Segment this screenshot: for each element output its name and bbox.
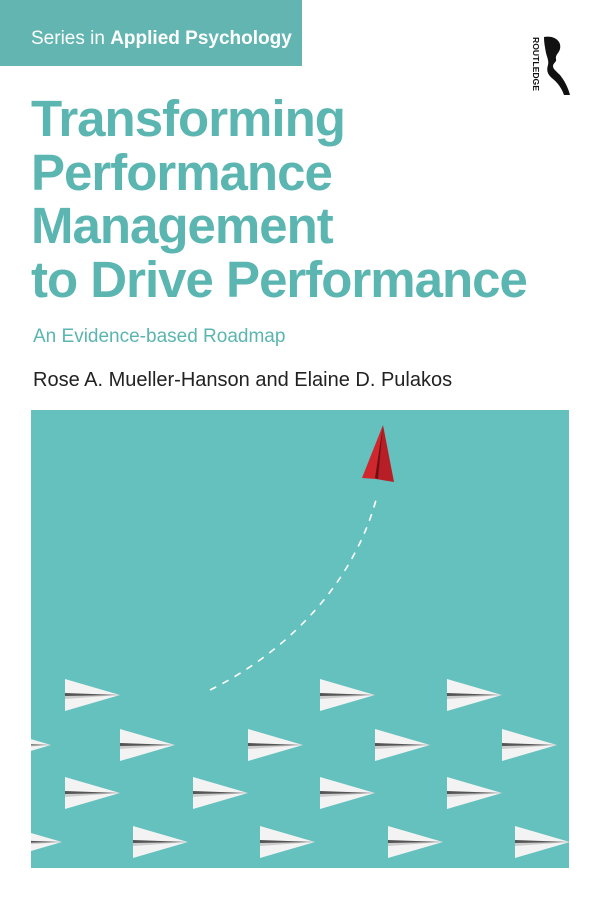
routledge-logo-icon: ROUTLEDGE	[531, 36, 570, 95]
white-paper-plane-icon	[502, 729, 557, 761]
white-paper-plane-icon	[320, 679, 375, 711]
white-paper-plane-icon	[447, 777, 502, 809]
svg-text:ROUTLEDGE: ROUTLEDGE	[531, 37, 541, 91]
cover-illustration	[31, 410, 569, 868]
title-line: Management	[31, 197, 334, 254]
white-paper-plane-icon	[120, 729, 175, 761]
book-title: Transforming Performance Management to D…	[31, 90, 528, 308]
title-line: to Drive Performance	[31, 250, 528, 308]
white-paper-plane-icon	[375, 729, 430, 761]
white-paper-plane-icon	[320, 777, 375, 809]
book-authors: Rose A. Mueller-Hanson and Elaine D. Pul…	[33, 369, 453, 391]
white-paper-plane-icon	[388, 826, 443, 858]
series-name: Applied Psychology	[110, 28, 292, 49]
white-paper-plane-icon	[31, 729, 51, 761]
white-paper-plane-icon	[133, 826, 188, 858]
white-paper-plane-icon	[248, 729, 303, 761]
white-paper-plane-icon	[447, 679, 502, 711]
title-line: Transforming	[31, 90, 346, 147]
series-prefix: Series in	[31, 28, 105, 49]
white-paper-plane-icon	[260, 826, 315, 858]
red-paper-plane-icon	[362, 425, 394, 482]
white-paper-plane-icon	[31, 826, 62, 858]
series-banner: Series in Applied Psychology	[0, 0, 302, 66]
book-subtitle: An Evidence-based Roadmap	[33, 326, 286, 347]
white-paper-plane-icon	[65, 777, 120, 809]
white-paper-plane-icon	[515, 826, 569, 858]
white-paper-plane-icon	[193, 777, 248, 809]
white-paper-plane-icon	[65, 679, 120, 711]
title-line: Performance	[31, 143, 333, 201]
dashed-flight-path	[209, 499, 377, 691]
